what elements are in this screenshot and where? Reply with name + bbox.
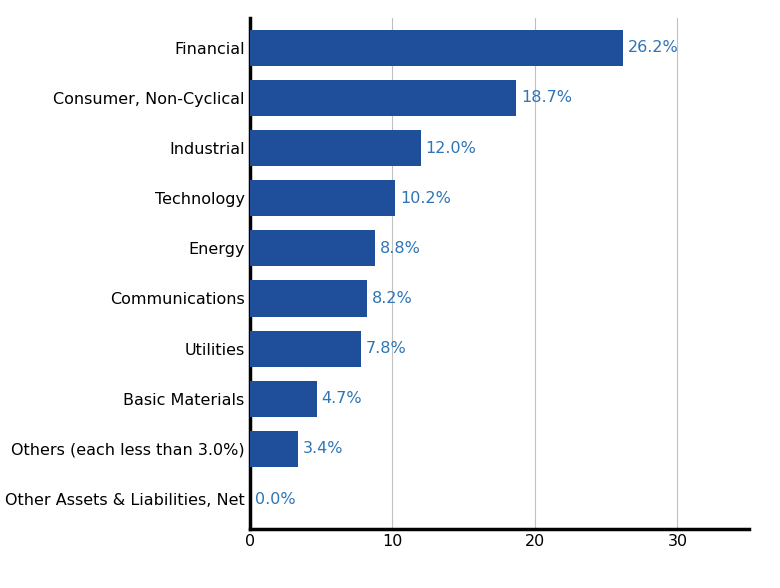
Bar — [250, 330, 361, 367]
Bar — [250, 29, 623, 66]
Bar — [250, 180, 395, 216]
Bar — [250, 280, 367, 316]
Text: 18.7%: 18.7% — [521, 91, 573, 105]
Text: 10.2%: 10.2% — [400, 191, 451, 206]
Bar — [250, 230, 375, 266]
Text: 26.2%: 26.2% — [628, 40, 679, 55]
Text: 8.8%: 8.8% — [380, 241, 421, 256]
Bar — [250, 381, 317, 417]
Text: 8.2%: 8.2% — [371, 291, 413, 306]
Text: 4.7%: 4.7% — [321, 391, 362, 406]
Bar — [250, 431, 298, 467]
Text: 3.4%: 3.4% — [303, 442, 343, 456]
Text: 0.0%: 0.0% — [254, 492, 295, 507]
Text: 12.0%: 12.0% — [426, 141, 477, 156]
Bar — [250, 130, 420, 166]
Text: 7.8%: 7.8% — [366, 341, 406, 356]
Bar — [250, 80, 516, 116]
